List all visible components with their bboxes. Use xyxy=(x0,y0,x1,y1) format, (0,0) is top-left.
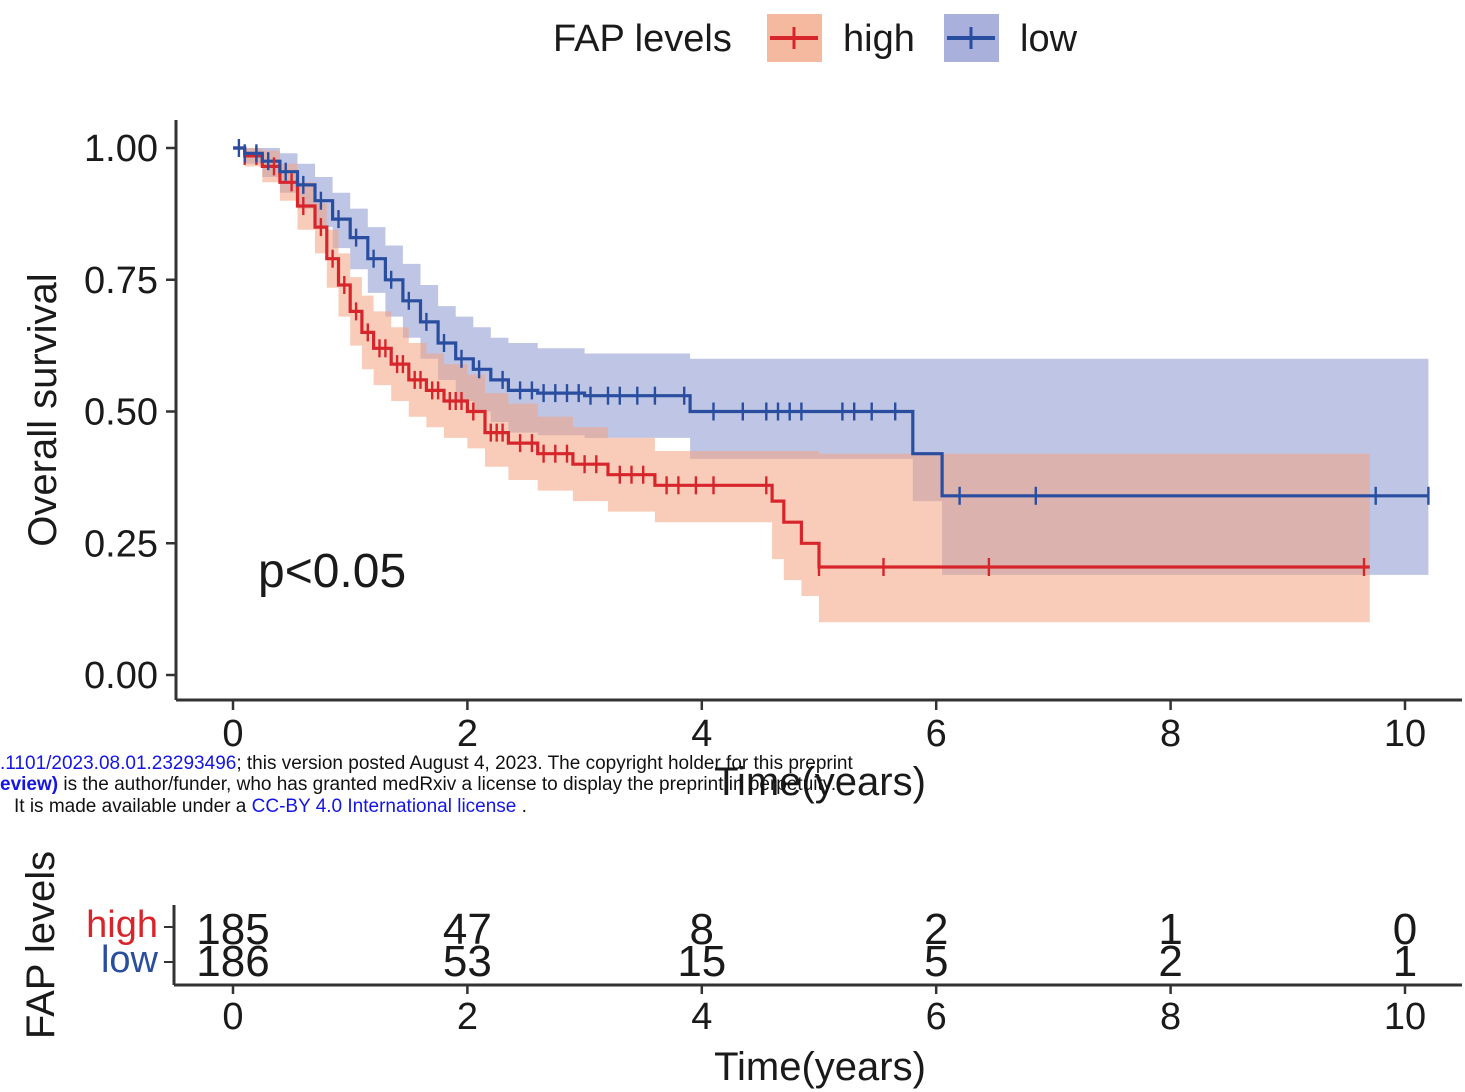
risk-count-low-4: 15 xyxy=(677,937,726,986)
risk-row-label-high: high xyxy=(86,904,158,946)
notice-text-3: It is made available under a xyxy=(14,796,252,817)
y-tick-label-0.50: 0.50 xyxy=(84,392,158,434)
p-value-annotation: p<0.05 xyxy=(258,545,406,598)
x-tick-label-2: 2 xyxy=(457,713,478,755)
risk-table-x-ticks: 0 2 4 6 8 10 xyxy=(222,985,1426,1038)
risk-row-label-low: low xyxy=(101,939,159,981)
risk-count-high-8: 1 xyxy=(1158,905,1182,954)
legend-low-label: low xyxy=(1020,18,1078,60)
preprint-notice-line-3: It is made available under a CC-BY 4.0 I… xyxy=(14,797,1014,817)
preprint-notice-line-1: .1101/2023.08.01.23293496; this version … xyxy=(0,754,1000,774)
x-tick-label-8: 8 xyxy=(1160,713,1181,755)
censor-marks xyxy=(237,139,1430,576)
risk-count-low-6: 5 xyxy=(924,937,948,986)
plot-area xyxy=(233,139,1430,623)
survival-curves xyxy=(233,146,1429,569)
risk-x-tick-label-6: 6 xyxy=(926,996,947,1038)
y-axis-ticks: 0.00 0.25 0.50 0.75 1.00 xyxy=(84,128,176,697)
survival-curve-high xyxy=(233,146,1370,569)
risk-x-tick-label-4: 4 xyxy=(691,996,712,1038)
risk-x-tick-label-2: 2 xyxy=(457,996,478,1038)
risk-count-high-6: 2 xyxy=(924,905,948,954)
risk-x-tick-label-0: 0 xyxy=(222,996,243,1038)
risk-x-tick-label-8: 8 xyxy=(1160,996,1181,1038)
risk-count-high-4: 8 xyxy=(690,905,714,954)
legend: FAP levels high low xyxy=(553,14,1078,62)
risk-count-low-2: 53 xyxy=(443,937,492,986)
x-axis-label: Time(years) xyxy=(714,760,926,804)
risk-table-y-label: FAP levels xyxy=(19,851,63,1039)
legend-title: FAP levels xyxy=(553,18,732,60)
x-tick-label-0: 0 xyxy=(222,713,243,755)
preprint-notice-line-2: eview) is the author/funder, who has gra… xyxy=(0,775,1000,795)
y-tick-label-1.00: 1.00 xyxy=(84,128,158,170)
ci-band-high xyxy=(233,148,1370,623)
risk-count-low-8: 2 xyxy=(1158,937,1182,986)
risk-count-high-0: 185 xyxy=(196,905,269,954)
x-tick-label-10: 10 xyxy=(1384,713,1426,755)
risk-count-high-10: 0 xyxy=(1393,905,1417,954)
y-axis-label: Overall survival xyxy=(21,273,65,546)
legend-high-label: high xyxy=(843,18,915,60)
doi-link[interactable]: .1101/2023.08.01.23293496 xyxy=(0,753,237,774)
risk-x-tick-label-10: 10 xyxy=(1384,996,1426,1038)
y-tick-label-0.75: 0.75 xyxy=(84,260,158,302)
notice-text-2: is the author/funder, who has granted me… xyxy=(58,774,837,795)
x-tick-label-4: 4 xyxy=(691,713,712,755)
risk-table-x-label: Time(years) xyxy=(714,1045,926,1089)
review-link[interactable]: eview) xyxy=(0,774,59,795)
risk-count-low-10: 1 xyxy=(1393,937,1417,986)
notice-text-3-end: . xyxy=(516,796,527,817)
y-tick-label-0.00: 0.00 xyxy=(84,655,158,697)
risk-count-high-2: 47 xyxy=(443,905,492,954)
confidence-bands xyxy=(233,148,1429,623)
risk-count-low-0: 186 xyxy=(196,937,269,986)
notice-text-1: ; this version posted August 4, 2023. Th… xyxy=(236,753,853,774)
x-axis-ticks: 0 2 4 6 8 10 xyxy=(222,700,1426,755)
survival-curve-low xyxy=(233,146,1429,498)
x-tick-label-6: 6 xyxy=(926,713,947,755)
license-link[interactable]: CC-BY 4.0 International license xyxy=(251,796,517,817)
y-tick-label-0.25: 0.25 xyxy=(84,523,158,565)
